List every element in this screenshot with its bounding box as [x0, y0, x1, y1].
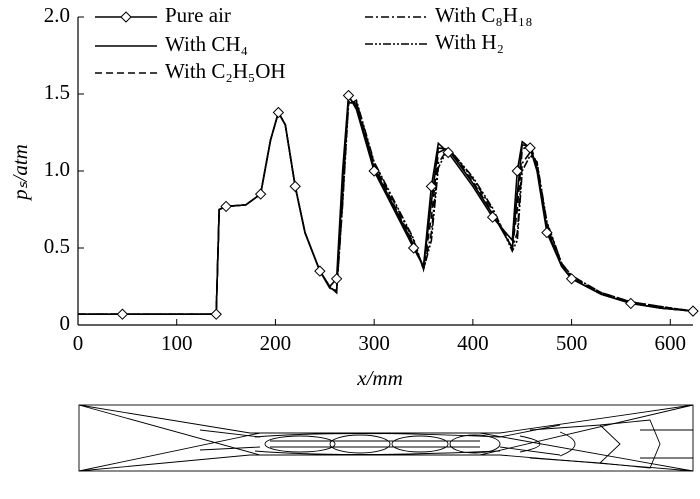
x-tick-label: 100	[161, 331, 193, 355]
marker	[289, 180, 301, 193]
marker	[687, 305, 699, 317]
marker	[511, 165, 523, 177]
legend-label: With CH₄	[165, 32, 248, 56]
marker	[425, 180, 438, 193]
legend-label: With H₂	[435, 30, 504, 54]
series-line	[78, 100, 694, 315]
y-axis-label: pₛ/atm	[8, 144, 32, 202]
y-tick-label: 1.0	[44, 157, 70, 181]
series-line	[78, 95, 694, 315]
y-tick-label: 2.0	[44, 3, 70, 27]
marker	[486, 211, 499, 223]
marker	[541, 226, 553, 239]
marker	[342, 89, 355, 102]
y-tick-label: 0	[60, 311, 71, 335]
marker	[210, 308, 222, 320]
marker	[625, 297, 637, 310]
legend-label: With C₂H₅OH	[165, 59, 286, 83]
marker	[314, 265, 326, 277]
marker	[368, 165, 380, 177]
marker	[330, 273, 343, 285]
marker	[407, 242, 420, 254]
nozzle-contour	[78, 404, 694, 472]
marker	[442, 146, 454, 159]
marker	[220, 200, 232, 213]
series-line	[78, 98, 694, 315]
y-tick-label: 0.5	[44, 234, 70, 258]
legend-marker	[120, 11, 132, 23]
legend-label: With C₈H₁₈	[435, 3, 533, 27]
x-tick-label: 0	[73, 331, 84, 355]
marker	[254, 188, 267, 200]
marker	[272, 106, 285, 119]
x-tick-label: 600	[655, 331, 687, 355]
y-tick-label: 1.5	[44, 80, 70, 104]
x-tick-label: 200	[260, 331, 292, 355]
x-axis-label: x/mm	[356, 366, 403, 390]
legend-label: Pure air	[165, 3, 231, 27]
x-tick-label: 300	[358, 331, 390, 355]
x-tick-label: 500	[556, 331, 588, 355]
marker	[565, 273, 578, 285]
marker	[524, 142, 536, 154]
x-tick-label: 400	[457, 331, 489, 355]
series-line	[78, 100, 694, 315]
marker	[116, 308, 129, 320]
series-line	[78, 92, 694, 315]
